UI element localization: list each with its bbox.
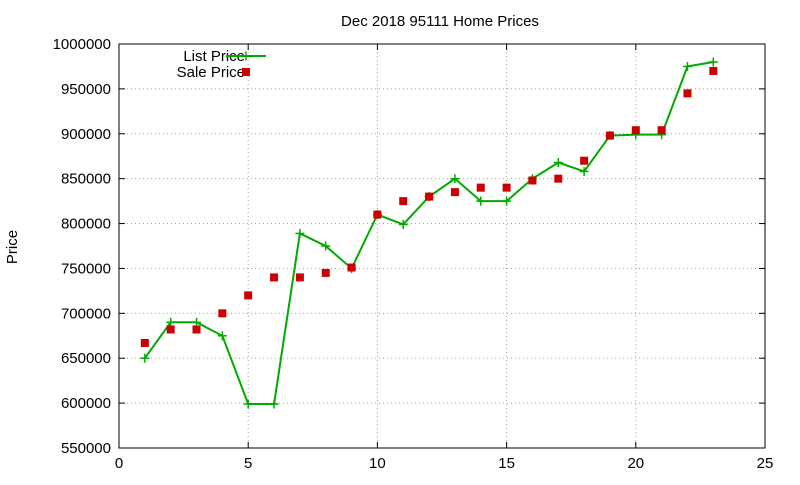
sale-price-point <box>347 263 356 272</box>
y-axis-label: Price <box>4 230 21 264</box>
list-price-point <box>166 317 176 327</box>
sale-price-point <box>657 126 666 135</box>
sale-price-point <box>554 174 563 183</box>
sale-price-point <box>270 273 279 282</box>
x-tick-label: 20 <box>627 455 644 472</box>
sale-price-point <box>399 197 408 206</box>
legend-label-list-price: List Price <box>183 48 245 65</box>
sale-price-point <box>295 273 304 282</box>
series-group <box>140 57 718 409</box>
y-tick-label: 600000 <box>61 395 111 412</box>
x-tick-label: 0 <box>115 455 123 472</box>
list-price-point <box>398 219 408 229</box>
sale-price-point <box>528 176 537 185</box>
legend-label-sale-price: Sale Price <box>177 64 245 81</box>
sale-price-series <box>140 66 718 347</box>
y-tick-label: 800000 <box>61 216 111 233</box>
list-price-point <box>269 399 279 409</box>
list-price-point <box>192 317 202 327</box>
legend-swatch-sale-price <box>242 68 250 76</box>
sale-price-point <box>140 338 149 347</box>
list-price-point <box>476 196 486 206</box>
plot-frame <box>118 43 766 449</box>
list-price-point <box>243 399 253 409</box>
list-price-line <box>144 60 714 406</box>
list-price-point <box>553 158 563 168</box>
sale-price-point <box>631 126 640 135</box>
sale-price-point <box>425 192 434 201</box>
sale-price-point <box>373 210 382 219</box>
x-tick-label: 10 <box>369 455 386 472</box>
y-tick-label: 550000 <box>61 440 111 457</box>
list-price-series <box>140 57 718 409</box>
chart-title: Dec 2018 95111 Home Prices <box>341 13 539 30</box>
list-price-point <box>502 196 512 206</box>
sale-price-point <box>476 183 485 192</box>
sale-price-point <box>502 183 511 192</box>
sale-price-point <box>683 89 692 98</box>
y-tick-label: 850000 <box>61 171 111 188</box>
sale-price-point <box>218 309 227 318</box>
y-tick-label: 900000 <box>61 126 111 143</box>
sale-price-point <box>709 66 718 75</box>
list-price-point <box>682 61 692 71</box>
sale-price-point <box>450 188 459 197</box>
list-price-point <box>217 331 227 341</box>
y-tick-label: 700000 <box>61 305 111 322</box>
list-price-point <box>140 353 150 363</box>
x-tick-label: 25 <box>757 455 774 472</box>
sale-price-point <box>605 131 614 140</box>
list-price-point <box>708 57 718 67</box>
y-tick-label: 950000 <box>61 81 111 98</box>
y-tick-label: 750000 <box>61 260 111 277</box>
x-tick-label: 5 <box>244 455 252 472</box>
list-price-point <box>579 166 589 176</box>
gridlines <box>119 44 765 448</box>
x-tick-label: 15 <box>498 455 515 472</box>
axis-ticks: 0 5 10 15 20 25 550000 600000 650000 700000 750000… <box>53 36 774 472</box>
sale-price-point <box>580 156 589 165</box>
sale-price-point <box>321 268 330 277</box>
y-tick-label: 1000000 <box>53 36 111 53</box>
sale-price-point <box>166 325 175 334</box>
y-tick-label: 650000 <box>61 350 111 367</box>
list-price-point <box>295 228 305 238</box>
sale-price-point <box>244 291 253 300</box>
legend-marker-list-price <box>241 51 251 61</box>
list-price-point <box>321 241 331 251</box>
list-price-point <box>450 174 460 184</box>
sale-price-point <box>192 325 201 334</box>
